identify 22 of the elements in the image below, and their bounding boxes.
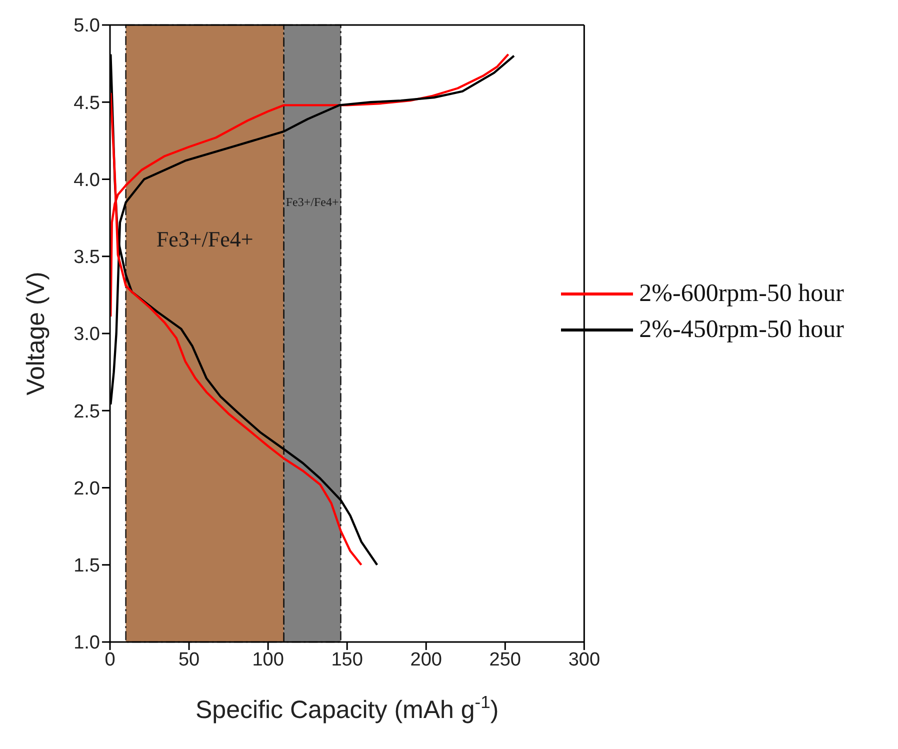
x-tick-label: 150 — [331, 649, 363, 670]
y-tick-label: 3.5 — [74, 247, 100, 268]
x-tick-label: 0 — [104, 649, 116, 670]
x-tick-label: 50 — [178, 649, 200, 670]
y-tick-label: 2.0 — [74, 478, 100, 500]
y-tick-label: 1.5 — [74, 556, 100, 577]
y-tick-label: 4.5 — [74, 92, 100, 114]
y-tick-label: 4.0 — [74, 170, 100, 191]
y-tick-label: 2.5 — [74, 401, 100, 422]
band-label: Fe3+/Fe4+ — [156, 226, 254, 252]
y-tick-label: 1.0 — [74, 632, 100, 654]
x-tick-label: 100 — [252, 649, 284, 670]
x-tick-label: 300 — [568, 649, 600, 670]
y-axis-title: Voltage (V) — [22, 272, 50, 396]
band-label: Fe3+/Fe4+ — [286, 194, 339, 209]
legend-label: 2%-600rpm-50 hour — [639, 280, 844, 308]
y-tick-label: 5.0 — [74, 16, 100, 37]
y-tick-label: 3.0 — [74, 324, 100, 346]
x-axis-title: Specific Capacity (mAh g$^{-1}$) — [196, 692, 499, 724]
legend-label: 2%-450rpm-50 hour — [639, 316, 844, 344]
x-tick-label: 200 — [410, 649, 442, 670]
x-tick-label: 250 — [489, 649, 521, 670]
